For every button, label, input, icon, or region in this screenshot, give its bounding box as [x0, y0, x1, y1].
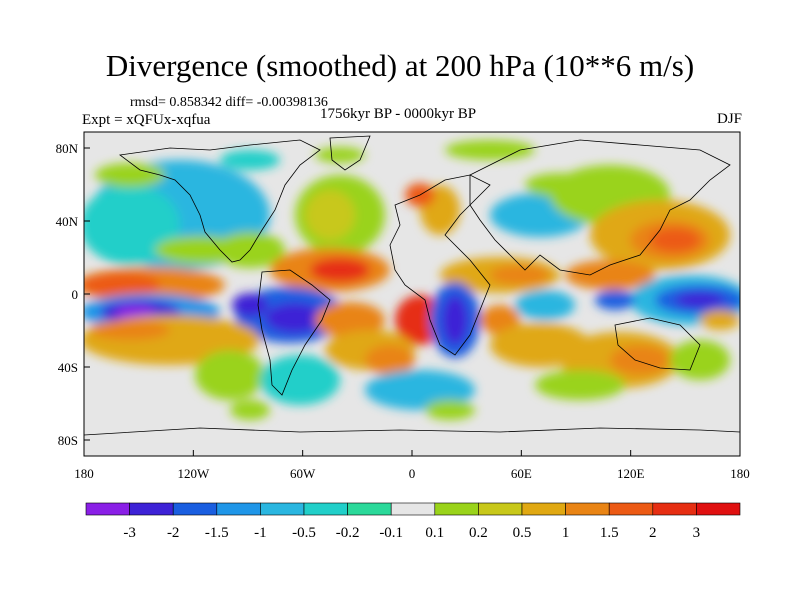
latitude-axis: 80N 40N 0 40S 80S: [56, 141, 90, 448]
experiment-label: Expt = xQFUx-xqfua: [82, 112, 211, 128]
colorbar-swatch: [85, 502, 130, 516]
colorbar-label: 1.5: [600, 525, 619, 541]
y-tick-label: 40S: [58, 360, 78, 375]
colorbar-label: -0.5: [292, 525, 316, 541]
x-tick-label: 180: [74, 466, 94, 481]
period-label: 1756kyr BP - 0000kyr BP: [320, 106, 477, 122]
colorbar-label: -3: [123, 525, 136, 541]
colorbar-label: -1.5: [205, 525, 229, 541]
colorbar-swatch: [608, 502, 654, 516]
colorbar-swatch: [696, 502, 741, 516]
colorbar-swatch: [216, 502, 261, 516]
colorbar-label: 0.1: [425, 525, 444, 541]
colorbar-swatch: [172, 502, 218, 516]
map-title: Divergence (smoothed) at 200 hPa (10**6 …: [105, 48, 695, 83]
colorbar-swatch: [390, 502, 436, 516]
coastlines: [84, 135, 740, 436]
longitude-axis: 180 120W 60W 0 60E 120E 180: [74, 450, 750, 481]
colorbar-swatch: [521, 502, 566, 516]
y-tick-label: 0: [72, 287, 79, 302]
divergence-field: [84, 140, 740, 420]
x-tick-label: 120E: [617, 466, 645, 481]
y-tick-label: 40N: [56, 214, 79, 229]
colorbar-label: -0.2: [336, 525, 360, 541]
colorbar-label: 1: [562, 525, 570, 541]
colorbar-swatch: [565, 502, 610, 516]
season-label: DJF: [716, 111, 742, 127]
colorbar-label: 0.5: [513, 525, 532, 541]
colorbar-label: -0.1: [379, 525, 403, 541]
colorbar-label: -1: [254, 525, 267, 541]
x-tick-label: 0: [409, 466, 416, 481]
colorbar-label: 2: [649, 525, 657, 541]
colorbar-swatch: [434, 502, 479, 516]
stats-label: rmsd= 0.858342 diff= -0.00398136: [130, 95, 328, 110]
colorbar-label: 3: [693, 525, 701, 541]
y-tick-label: 80N: [56, 141, 79, 156]
colorbar-swatch: [347, 502, 392, 516]
colorbar: -3 -2 -1.5 -1 -0.5 -0.2 -0.1 0.1 0.2 0.5 1 1.5 2 3: [85, 502, 741, 541]
y-tick-label: 80S: [58, 433, 78, 448]
colorbar-label: 0.2: [469, 525, 488, 541]
colorbar-swatch: [652, 502, 697, 516]
x-tick-label: 60E: [511, 466, 532, 481]
colorbar-swatch: [478, 502, 523, 516]
map-plot-area: [84, 132, 740, 456]
colorbar-label: -2: [167, 525, 180, 541]
x-tick-label: 120W: [177, 466, 210, 481]
x-tick-label: 180: [730, 466, 750, 481]
colorbar-swatch: [303, 502, 348, 516]
x-tick-label: 60W: [290, 466, 316, 481]
colorbar-swatch: [260, 502, 305, 516]
colorbar-swatch: [129, 502, 174, 516]
